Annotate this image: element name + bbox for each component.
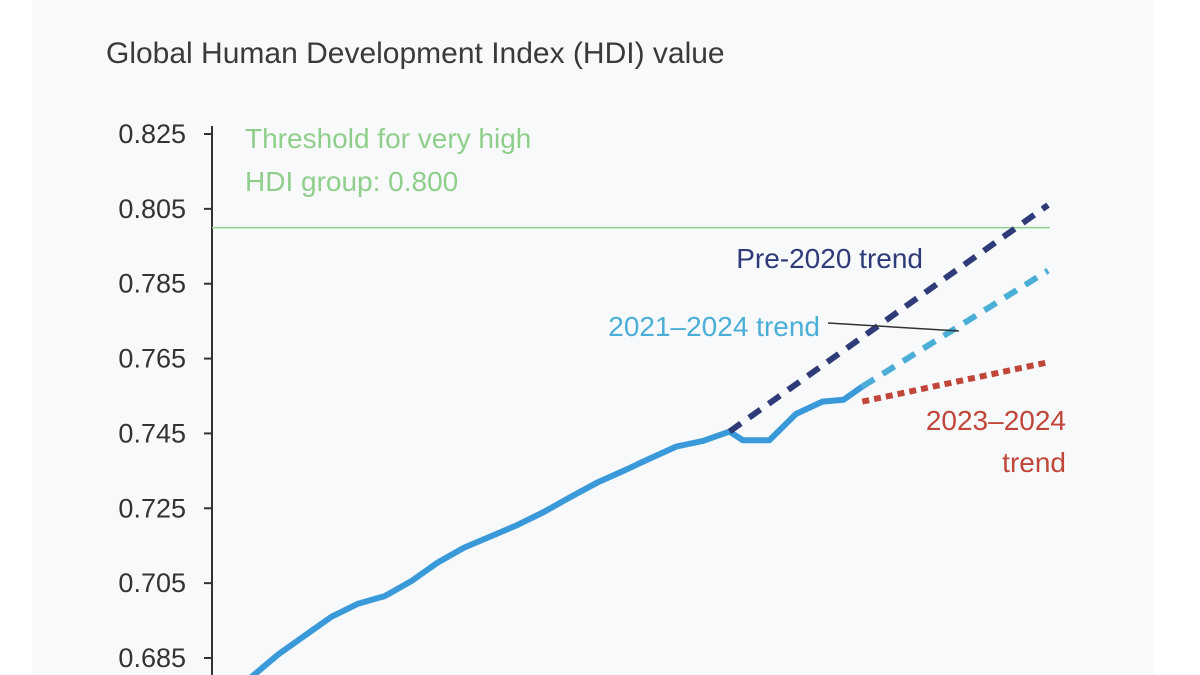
y-tick-label: 0.705 xyxy=(118,568,186,598)
threshold-label-line2: HDI group: 0.800 xyxy=(245,166,458,197)
chart-title: Global Human Development Index (HDI) val… xyxy=(106,37,725,70)
annotations-group: Pre-2020 trend 2021–2024 trend 2023–2024… xyxy=(608,243,1066,478)
chart-panel: Global Human Development Index (HDI) val… xyxy=(32,0,1154,675)
y-tick-label: 0.785 xyxy=(118,269,186,299)
y-tick-label: 0.725 xyxy=(118,493,186,523)
y-tick-label: 0.825 xyxy=(118,119,186,149)
y-tick-label: 0.685 xyxy=(118,643,186,673)
series-group xyxy=(249,202,1050,675)
trend-2021-2024-label: 2021–2024 trend xyxy=(608,311,820,342)
y-tick-label: 0.765 xyxy=(118,344,186,374)
pre2020-trend-line xyxy=(727,202,1050,435)
trend-2023-2024-label-line2: trend xyxy=(1002,447,1066,478)
hdi-actual-line xyxy=(249,384,865,675)
trend-2021-2024-line xyxy=(860,268,1050,390)
threshold-label-line1: Threshold for very high xyxy=(245,123,531,154)
pre2020-trend-label: Pre-2020 trend xyxy=(736,243,923,274)
y-axis: 0.825 0.805 0.785 0.765 0.745 0.725 0.705 0.685 xyxy=(118,119,213,675)
hdi-line-chart: Global Human Development Index (HDI) val… xyxy=(106,37,1066,675)
threshold-group: Threshold for very high HDI group: 0.800 xyxy=(212,123,1050,229)
trend-2023-2024-line xyxy=(861,359,1049,405)
y-tick-label: 0.805 xyxy=(118,194,186,224)
y-tick-label: 0.745 xyxy=(118,418,186,448)
trend-2023-2024-label-line1: 2023–2024 xyxy=(926,405,1066,436)
trend-2021-2024-leader-line xyxy=(827,322,960,332)
